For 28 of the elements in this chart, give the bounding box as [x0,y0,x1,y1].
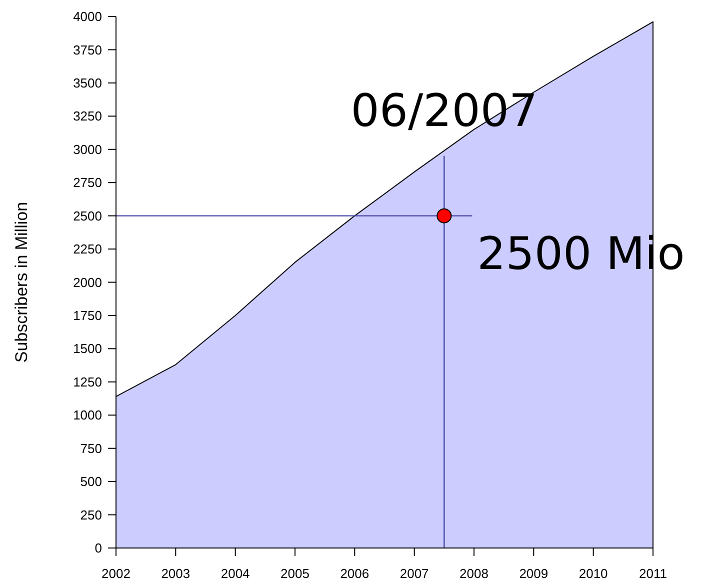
y-tick-label: 3250 [73,108,102,124]
y-tick-label: 1000 [73,408,102,423]
y-tick-label: 1500 [73,341,102,356]
x-tick-label: 2007 [400,566,429,581]
x-tick-label: 2003 [161,566,190,581]
y-tick-label: 3000 [73,142,102,157]
x-tick-label: 2008 [460,566,488,581]
y-tick-label: 4000 [73,9,102,24]
x-tick-label: 2002 [102,566,130,581]
y-tick-label: 1250 [73,374,102,390]
y-tick-label: 2250 [73,242,102,257]
y-tick-label: 250 [80,507,102,522]
y-tick-label: 0 [94,540,102,556]
x-tick-label: 2005 [280,566,310,581]
x-tick-label: 2011 [639,566,667,581]
y-tick-label: 3500 [73,75,102,90]
x-tick-label: 2010 [578,566,608,581]
y-tick-label: 2500 [73,208,102,224]
x-tick-label: 2006 [340,566,370,581]
y-axis-title: Subscribers in Million [12,202,31,363]
y-tick-label: 2000 [73,274,102,290]
y-tick-label: 750 [80,440,102,456]
y-tick-label: 3750 [73,42,102,58]
x-tick-label: 2004 [220,566,250,581]
y-tick-label: 1750 [73,308,102,324]
y-tick-label: 2750 [73,175,102,190]
y-tick-label: 500 [80,474,102,490]
x-tick-label: 2009 [519,566,548,581]
